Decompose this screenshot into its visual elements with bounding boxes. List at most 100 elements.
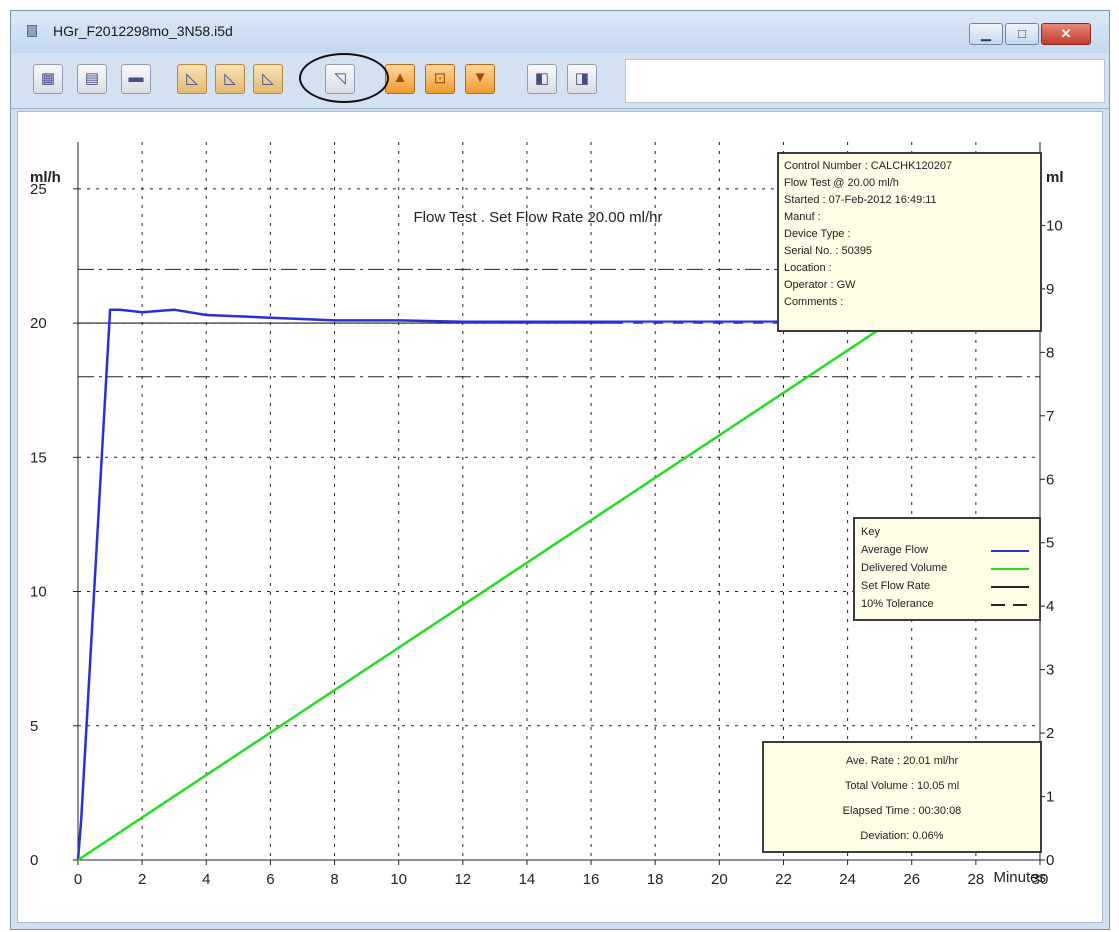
legend-item-average-flow: Average Flow: [861, 541, 1033, 559]
y-right-tick-label: 0: [1046, 852, 1054, 869]
maximize-icon: □: [1018, 26, 1026, 41]
x-tick-label: 22: [775, 871, 792, 888]
app-window: HGr_F2012298mo_3N58.i5d ▁ □ ✕ ▦ ▤ ▬ ◺ ◺ …: [10, 10, 1110, 930]
title-bar[interactable]: HGr_F2012298mo_3N58.i5d ▁ □ ✕: [11, 11, 1109, 53]
page-prev-button[interactable]: ◧: [527, 64, 557, 94]
info-line: Started : 07-Feb-2012 16:49:11: [784, 194, 937, 206]
info-line: Serial No. : 50395: [784, 245, 873, 257]
highlight-annotation: [299, 53, 389, 103]
page-next-icon: ◨: [574, 70, 590, 87]
legend: Key Average Flow Delivered Volume Set Fl…: [853, 517, 1041, 621]
stat-elapsed-time: Elapsed Time : 00:30:08: [842, 805, 962, 817]
x-tick-label: 2: [138, 871, 146, 888]
y-right-tick-label: 10: [1046, 217, 1063, 234]
x-tick-label: 0: [74, 871, 82, 888]
zoom-down-button[interactable]: ▼: [465, 64, 495, 94]
minimize-button[interactable]: ▁: [969, 23, 1003, 45]
y-right-tick-label: 1: [1046, 789, 1054, 806]
zoom-up-button[interactable]: ▲: [385, 64, 415, 94]
y-right-axis-label: ml: [1046, 169, 1064, 186]
legend-item-delivered-volume: Delivered Volume: [861, 559, 1033, 577]
y-right-tick-label: 9: [1046, 281, 1054, 298]
results-panel: Ave. Rate : 20.01 ml/hr Total Volume : 1…: [762, 741, 1042, 853]
y-right-tick-label: 5: [1046, 535, 1054, 552]
zoom-fit-icon: ⊡: [433, 70, 447, 87]
x-axis-label: Minutes: [993, 869, 1046, 886]
zoom-down-icon: ▼: [472, 69, 488, 86]
page-prev-icon: ◧: [534, 70, 550, 87]
window-title: HGr_F2012298mo_3N58.i5d: [53, 23, 233, 39]
info-line: Device Type :: [784, 228, 851, 240]
print-button[interactable]: ▬: [121, 64, 151, 94]
x-tick-label: 18: [647, 871, 664, 888]
x-tick-label: 10: [390, 871, 407, 888]
x-tick-label: 28: [968, 871, 985, 888]
legend-label: 10% Tolerance: [861, 598, 934, 610]
y-right-tick-label: 7: [1046, 408, 1054, 425]
x-tick-label: 26: [903, 871, 920, 888]
chart-title: Flow Test . Set Flow Rate 20.00 ml/hr: [414, 209, 663, 226]
y-left-tick-label: 0: [30, 852, 38, 869]
test-info-panel: Control Number : CALCHK120207 Flow Test …: [777, 152, 1042, 332]
chart-view-1-button[interactable]: ◺: [177, 64, 207, 94]
stat-total-volume: Total Volume : 10.05 ml: [844, 780, 960, 792]
series-delivered-volume: [77, 306, 913, 862]
y-left-axis-label: ml/h: [30, 169, 61, 186]
close-button[interactable]: ✕: [1041, 23, 1091, 45]
info-line: Manuf :: [784, 211, 821, 223]
calendar-button[interactable]: ▦: [33, 64, 63, 94]
calendar-icon: ▦: [40, 70, 56, 87]
y-left-tick-label: 5: [30, 718, 38, 735]
x-tick-label: 16: [583, 871, 600, 888]
legend-swatch: [991, 550, 1029, 552]
info-line: Location :: [784, 262, 832, 274]
x-tick-label: 14: [519, 871, 536, 888]
legend-title: Key: [861, 526, 880, 538]
maximize-button[interactable]: □: [1005, 23, 1039, 45]
page-next-button[interactable]: ◨: [567, 64, 597, 94]
toolbar-spacer: [625, 59, 1105, 103]
chart-view-3-button[interactable]: ◺: [253, 64, 283, 94]
close-icon: ✕: [1060, 26, 1072, 41]
x-tick-label: 12: [454, 871, 471, 888]
y-right-tick-label: 3: [1046, 662, 1054, 679]
y-right-tick-label: 6: [1046, 471, 1054, 488]
y-left-tick-label: 25: [30, 181, 47, 198]
stat-deviation: Deviation: 0.06%: [860, 830, 944, 842]
legend-item-set-flow-rate: Set Flow Rate: [861, 577, 1033, 595]
legend-label: Set Flow Rate: [861, 580, 931, 592]
minimize-icon: ▁: [981, 26, 991, 41]
printer-icon: ▬: [128, 69, 144, 86]
chart-view-3-icon: ◺: [262, 70, 274, 87]
info-line: Flow Test @ 20.00 ml/h: [784, 177, 899, 189]
y-right-tick-label: 2: [1046, 725, 1054, 742]
legend-swatch: [991, 586, 1029, 588]
x-tick-label: 8: [330, 871, 338, 888]
y-left-tick-label: 10: [30, 584, 47, 601]
y-right-tick-label: 4: [1046, 598, 1054, 615]
zoom-fit-button[interactable]: ⊡: [425, 64, 455, 94]
y-right-tick-label: 8: [1046, 344, 1054, 361]
legend-swatch: [991, 568, 1029, 570]
y-left-tick-label: 20: [30, 315, 47, 332]
chart-view-2-button[interactable]: ◺: [215, 64, 245, 94]
legend-swatch: [991, 604, 1029, 606]
x-tick-label: 24: [839, 871, 856, 888]
print-preview-icon: ▤: [84, 70, 100, 87]
toolbar: ▦ ▤ ▬ ◺ ◺ ◺ ◹ ▲ ⊡ ▼ ◧ ◨: [11, 53, 1109, 109]
info-line: Operator : GW: [784, 279, 856, 291]
stat-ave-rate: Ave. Rate : 20.01 ml/hr: [845, 755, 959, 767]
x-tick-label: 6: [266, 871, 274, 888]
legend-label: Average Flow: [861, 544, 929, 556]
chart-view-1-icon: ◺: [186, 70, 198, 87]
chart-area: 0 2 4 6 8 10 12 14 16 18 20 22 24 26 28 30 0 5 10 15 20 25 0 1 2…: [17, 111, 1103, 923]
info-line: Control Number : CALCHK120207: [784, 160, 953, 172]
legend-item-tolerance: 10% Tolerance: [861, 595, 1033, 613]
info-line: Comments :: [784, 296, 844, 308]
y-left-tick-label: 15: [30, 449, 47, 466]
print-preview-button[interactable]: ▤: [77, 64, 107, 94]
zoom-up-icon: ▲: [392, 69, 408, 86]
x-tick-label: 20: [711, 871, 728, 888]
app-icon[interactable]: [27, 25, 37, 37]
chart-view-2-icon: ◺: [224, 70, 236, 87]
